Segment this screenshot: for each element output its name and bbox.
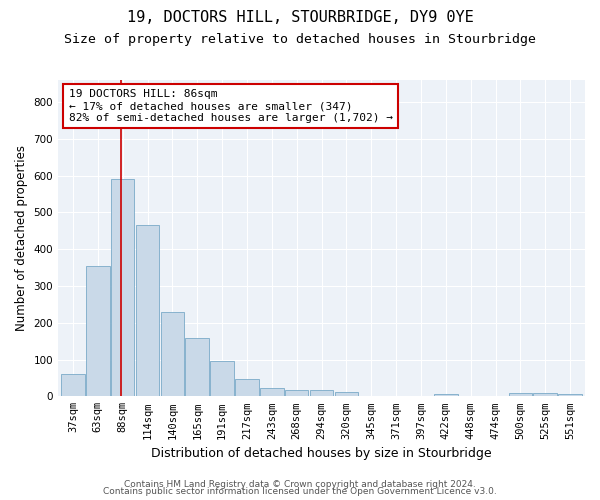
X-axis label: Distribution of detached houses by size in Stourbridge: Distribution of detached houses by size … xyxy=(151,447,492,460)
Bar xyxy=(86,266,110,396)
Bar xyxy=(558,394,582,396)
Text: Contains HM Land Registry data © Crown copyright and database right 2024.: Contains HM Land Registry data © Crown c… xyxy=(124,480,476,489)
Y-axis label: Number of detached properties: Number of detached properties xyxy=(15,145,28,331)
Bar xyxy=(185,338,209,396)
Bar xyxy=(61,374,85,396)
Bar xyxy=(509,394,532,396)
Bar xyxy=(260,388,284,396)
Text: 19 DOCTORS HILL: 86sqm
← 17% of detached houses are smaller (347)
82% of semi-de: 19 DOCTORS HILL: 86sqm ← 17% of detached… xyxy=(68,90,392,122)
Text: 19, DOCTORS HILL, STOURBRIDGE, DY9 0YE: 19, DOCTORS HILL, STOURBRIDGE, DY9 0YE xyxy=(127,10,473,25)
Bar xyxy=(235,378,259,396)
Bar xyxy=(310,390,334,396)
Text: Contains public sector information licensed under the Open Government Licence v3: Contains public sector information licen… xyxy=(103,487,497,496)
Bar xyxy=(136,226,160,396)
Text: Size of property relative to detached houses in Stourbridge: Size of property relative to detached ho… xyxy=(64,32,536,46)
Bar xyxy=(161,312,184,396)
Bar xyxy=(533,394,557,396)
Bar xyxy=(210,362,234,396)
Bar xyxy=(335,392,358,396)
Bar xyxy=(434,394,458,396)
Bar xyxy=(285,390,308,396)
Bar xyxy=(111,180,134,396)
